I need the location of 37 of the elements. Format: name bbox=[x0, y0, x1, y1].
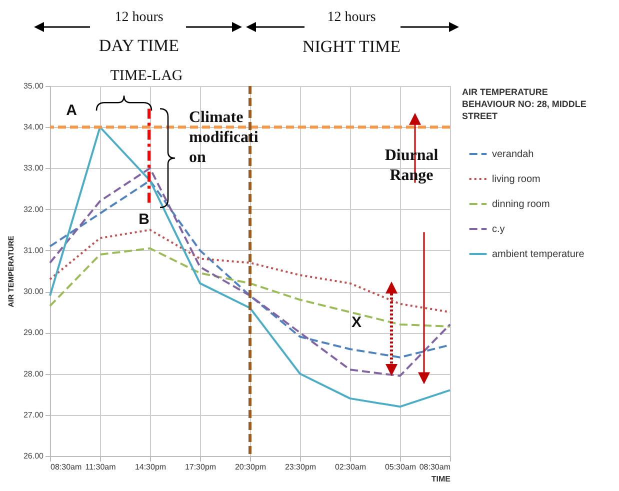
x-tick-label: 08:30am bbox=[419, 462, 451, 472]
legend-title: AIR TEMPERATURE BEHAVIOUR NO: 28, MIDDLE STREET bbox=[462, 86, 587, 122]
legend-label: living room bbox=[492, 174, 540, 185]
x-tick-label: 23:30pm bbox=[284, 462, 316, 472]
text: DAY TIME bbox=[98, 36, 180, 56]
x-axis-title: TIME bbox=[431, 474, 452, 484]
x-tick-label: 17:30pm bbox=[184, 462, 216, 472]
y-tick-label: 31.00 bbox=[23, 246, 44, 255]
legend-label: ambient temperature bbox=[492, 249, 585, 260]
y-tick-label: 33.00 bbox=[23, 164, 44, 173]
x-tick-label: 11:30am bbox=[85, 462, 116, 472]
x-tick-label: 02:30am bbox=[334, 462, 366, 472]
x-tick-label: 20:30pm bbox=[234, 462, 266, 472]
y-tick-label: 34.00 bbox=[23, 122, 44, 132]
legend-label: dinning room bbox=[492, 199, 550, 210]
y-tick-label: 32.00 bbox=[23, 204, 44, 214]
y-tick-label: 35.00 bbox=[23, 82, 44, 90]
y-tick-label: 26.00 bbox=[23, 452, 44, 460]
legend-label: verandah bbox=[492, 149, 534, 160]
line-series bbox=[49, 247, 451, 328]
text: 12 hours bbox=[327, 10, 376, 26]
annotation: A bbox=[66, 100, 77, 121]
y-tick-label: 30.00 bbox=[23, 287, 44, 296]
text: TIME-LAG bbox=[110, 68, 183, 85]
x-tick-label: 08:30am bbox=[50, 462, 82, 472]
annotation: X bbox=[351, 312, 362, 333]
legend-label: c.y bbox=[492, 224, 505, 235]
y-tick-label: 28.00 bbox=[23, 369, 44, 378]
text: 12 hours bbox=[114, 10, 164, 26]
x-tick-label: 05:30am bbox=[384, 462, 416, 472]
x-tick-label: 14:30pm bbox=[134, 462, 166, 472]
line-series bbox=[49, 228, 451, 314]
y-tick-label: 27.00 bbox=[23, 410, 44, 420]
y-tick-label: 29.00 bbox=[23, 328, 44, 338]
line-series bbox=[49, 126, 451, 408]
text: NIGHT TIME bbox=[302, 37, 401, 57]
annotation: B bbox=[138, 210, 150, 230]
